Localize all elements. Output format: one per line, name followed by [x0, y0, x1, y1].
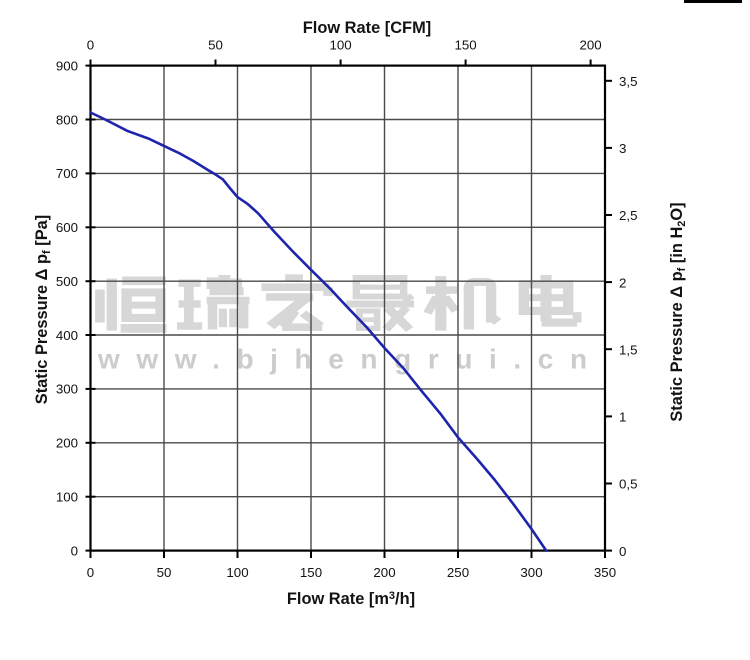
- svg-text:Static Pressure Δ pf [in H2O]: Static Pressure Δ pf [in H2O]: [668, 202, 688, 421]
- svg-text:200: 200: [580, 38, 602, 53]
- svg-text:350: 350: [594, 565, 616, 580]
- svg-text:1,5: 1,5: [619, 342, 638, 357]
- svg-text:Static Pressure Δ pf [Pa]: Static Pressure Δ pf [Pa]: [33, 215, 53, 404]
- svg-text:150: 150: [300, 565, 322, 580]
- svg-text:Flow Rate [m3/h]: Flow Rate [m3/h]: [287, 590, 415, 608]
- svg-text:100: 100: [330, 38, 352, 53]
- svg-text:2: 2: [619, 275, 626, 290]
- svg-text:0: 0: [619, 544, 626, 559]
- svg-text:0: 0: [71, 543, 78, 558]
- svg-text:500: 500: [56, 274, 78, 289]
- svg-text:3: 3: [619, 141, 626, 156]
- svg-text:www.bjhengrui.cn: www.bjhengrui.cn: [97, 344, 604, 375]
- svg-text:900: 900: [56, 58, 78, 73]
- svg-text:400: 400: [56, 328, 78, 343]
- svg-text:3,5: 3,5: [619, 74, 638, 89]
- svg-text:1: 1: [619, 410, 626, 425]
- svg-text:200: 200: [56, 436, 78, 451]
- svg-text:Flow Rate [CFM]: Flow Rate [CFM]: [303, 19, 431, 37]
- svg-text:800: 800: [56, 112, 78, 127]
- svg-text:100: 100: [56, 490, 78, 505]
- svg-text:200: 200: [373, 565, 395, 580]
- svg-text:300: 300: [520, 565, 542, 580]
- svg-text:2,5: 2,5: [619, 208, 638, 223]
- svg-text:150: 150: [455, 38, 477, 53]
- svg-text:100: 100: [226, 565, 248, 580]
- svg-text:300: 300: [56, 382, 78, 397]
- svg-text:0: 0: [87, 38, 94, 53]
- svg-text:600: 600: [56, 220, 78, 235]
- svg-text:0,5: 0,5: [619, 477, 638, 492]
- svg-text:0: 0: [87, 565, 94, 580]
- svg-text:250: 250: [447, 565, 469, 580]
- svg-text:50: 50: [157, 565, 172, 580]
- svg-text:50: 50: [208, 38, 223, 53]
- svg-text:700: 700: [56, 166, 78, 181]
